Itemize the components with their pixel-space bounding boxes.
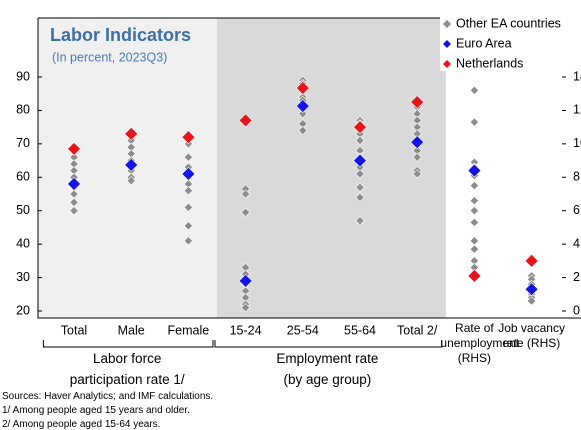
point	[410, 135, 425, 150]
point	[238, 113, 253, 128]
footnote: 1/ Among people aged 15 years and older.	[2, 405, 190, 416]
chart-subtitle: (In percent, 2023Q3)	[52, 50, 167, 64]
point	[240, 189, 251, 199]
point	[469, 85, 480, 95]
y2-tick-label: 12	[573, 103, 581, 117]
point	[469, 196, 480, 206]
point	[412, 169, 422, 179]
y2-tick-label: 10	[573, 136, 581, 150]
point	[126, 176, 136, 186]
point	[240, 207, 251, 218]
point	[67, 141, 81, 156]
footnote: Sources: Haver Analytics; and IMF calcul…	[2, 391, 214, 402]
point	[355, 192, 365, 202]
y2-tick-label: 4	[573, 236, 580, 250]
legend-label: Other EA countries	[456, 16, 561, 30]
point	[469, 244, 480, 254]
y2-tick-label: 6	[573, 203, 580, 217]
point	[183, 202, 194, 212]
point	[353, 120, 367, 135]
point	[183, 152, 194, 162]
x-tick-label: 15-24	[230, 323, 262, 337]
point	[355, 169, 365, 179]
y-tick-label: 20	[16, 303, 30, 317]
legend-box	[440, 17, 581, 71]
point	[124, 157, 139, 172]
y2-tick-label: 8	[573, 170, 580, 184]
point	[69, 206, 79, 216]
footnote: 2/ Among people aged 15-64 years.	[2, 419, 161, 430]
x-tick-label: Job vacancy rate (RHS)	[498, 321, 565, 350]
point	[181, 167, 196, 181]
point	[353, 153, 367, 168]
point	[526, 296, 537, 306]
x-tick-label: Male	[118, 323, 145, 337]
point	[183, 186, 194, 196]
x-tick-label: 55-64	[344, 323, 376, 337]
point	[183, 236, 194, 246]
point	[295, 99, 310, 114]
point	[469, 117, 480, 127]
x-tick-label: Total 2/	[397, 323, 438, 337]
point	[467, 268, 482, 283]
point	[412, 152, 422, 162]
y-tick-label: 40	[16, 236, 30, 250]
point	[524, 253, 539, 268]
point	[183, 221, 194, 231]
x-tick-label: Total	[61, 323, 87, 337]
point	[67, 177, 81, 191]
legend-label: Euro Area	[456, 36, 512, 50]
y-tick-label: 60	[16, 170, 30, 184]
y2-tick-label: 0	[573, 303, 580, 317]
point	[298, 125, 308, 136]
y-tick-label: 30	[16, 270, 30, 284]
group-shade	[217, 18, 446, 318]
legend-marker	[443, 60, 451, 68]
y-tick-label: 70	[16, 136, 30, 150]
point	[295, 81, 310, 95]
point	[524, 282, 539, 297]
point	[240, 303, 251, 313]
legend-marker	[443, 20, 451, 28]
x-tick-label: Female	[168, 323, 210, 337]
legend-label: Netherlands	[456, 56, 523, 70]
point	[124, 126, 139, 141]
point	[469, 236, 480, 246]
point	[298, 109, 308, 119]
group-bracket	[214, 340, 443, 348]
legend-marker	[443, 40, 451, 48]
point	[238, 273, 253, 288]
point	[355, 135, 365, 146]
y-tick-label: 50	[16, 203, 30, 217]
y2-tick-label: 2	[573, 270, 580, 284]
point	[467, 163, 482, 178]
point	[181, 130, 196, 145]
x-tick-label: 25-54	[287, 323, 319, 337]
y-tick-label: 90	[16, 69, 30, 83]
group-bracket	[42, 340, 214, 348]
point	[410, 95, 425, 109]
x-tick-label: Rate of unemployment (RHS)	[440, 321, 520, 365]
point	[355, 216, 365, 226]
point	[469, 206, 480, 216]
point	[469, 217, 480, 228]
point	[355, 182, 365, 192]
y-tick-label: 80	[16, 103, 30, 117]
point	[469, 181, 480, 191]
group-label: Employment rate (by age group)	[276, 351, 379, 387]
y2-tick-label: 14	[573, 69, 581, 83]
chart-title: Labor Indicators	[50, 25, 191, 45]
group-label: Labor force participation rate 1/	[69, 351, 185, 387]
